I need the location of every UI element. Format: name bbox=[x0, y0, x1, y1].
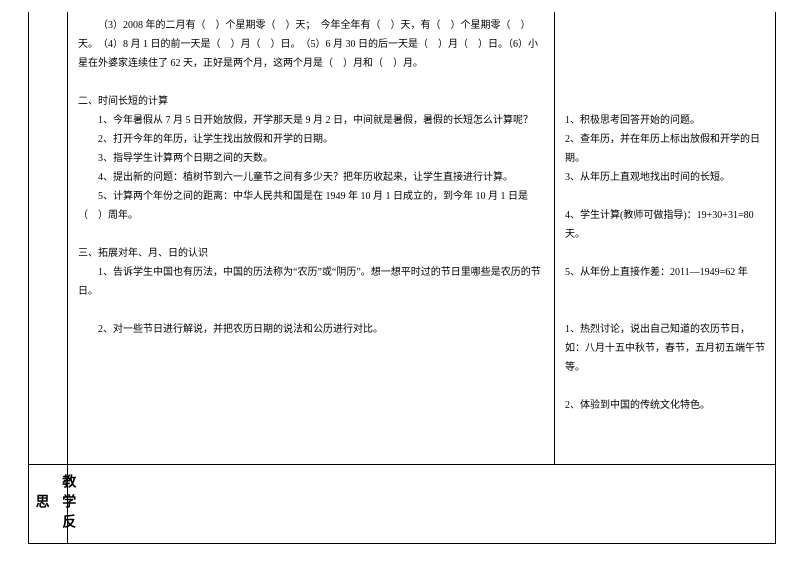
s3-1: 1、告诉学生中国也有历法，中国的历法称为“农历”或“阴历”。想一想平时过的节日里… bbox=[78, 263, 544, 301]
r5: 5、从年份上直接作差：2011—1949=62 年 bbox=[565, 263, 765, 282]
reflection-row: 教学反思 bbox=[29, 465, 776, 544]
s3-2: 2、对一些节日进行解说，并把农历日期的说法和公历进行对比。 bbox=[78, 320, 544, 339]
s2-4: 4、提出新的问题：植树节到六一儿童节之间有多少天？把年历收起来，让学生直接进行计… bbox=[78, 168, 544, 187]
content-row: （3）2008 年的二月有（ ）个星期零（ ）天； 今年全年有（ ）天，有（ ）… bbox=[29, 12, 776, 465]
blank-line bbox=[565, 282, 765, 301]
blank-line bbox=[565, 54, 765, 73]
r4: 4、学生计算(教师可做指导)：19+30+31=80 天。 bbox=[565, 206, 765, 244]
side-label-cell-top bbox=[29, 12, 68, 465]
r2: 2、查年历，并在年历上标出放假和开学的日期。 bbox=[565, 130, 765, 168]
blank-line bbox=[78, 225, 544, 244]
s2-5: 5、计算两个年份之间的距离：中华人民共和国是在 1949 年 10 月 1 日成… bbox=[78, 187, 544, 225]
blank-line bbox=[565, 92, 765, 111]
blank-line bbox=[565, 301, 765, 320]
blank-line bbox=[565, 35, 765, 54]
main-content: （3）2008 年的二月有（ ）个星期零（ ）天； 今年全年有（ ）天，有（ ）… bbox=[68, 12, 554, 343]
blank-line bbox=[565, 73, 765, 92]
blank-line bbox=[565, 377, 765, 396]
right-content-cell: 1、积极思考回答开始的问题。 2、查年历，并在年历上标出放假和开学的日期。 3、… bbox=[555, 12, 776, 465]
blank-line bbox=[565, 244, 765, 263]
r1: 1、积极思考回答开始的问题。 bbox=[565, 111, 765, 130]
r6: 1、热烈讨论，说出自己知道的农历节日，如：八月十五中秋节，春节，五月初五端午节等… bbox=[565, 320, 765, 377]
s2-2: 2、打开今年的年历，让学生找出放假和开学的日期。 bbox=[78, 130, 544, 149]
section-3-heading: 三、拓展对年、月、日的认识 bbox=[78, 244, 544, 263]
r7: 2、体验到中国的传统文化特色。 bbox=[565, 396, 765, 415]
section-2-heading: 二、时间长短的计算 bbox=[78, 92, 544, 111]
blank-line bbox=[565, 16, 765, 35]
s2-3: 3、指导学生计算两个日期之间的天数。 bbox=[78, 149, 544, 168]
s2-1: 1、今年暑假从 7 月 5 日开始放假，开学那天是 9 月 2 日，中间就是暑假… bbox=[78, 111, 544, 130]
fill-blank-p: （3）2008 年的二月有（ ）个星期零（ ）天； 今年全年有（ ）天，有（ ）… bbox=[78, 16, 544, 73]
right-content: 1、积极思考回答开始的问题。 2、查年历，并在年历上标出放假和开学的日期。 3、… bbox=[555, 12, 775, 419]
blank-line bbox=[78, 73, 544, 92]
reflection-label-cell: 教学反思 bbox=[29, 465, 68, 544]
blank-line bbox=[565, 187, 765, 206]
main-content-cell: （3）2008 年的二月有（ ）个星期零（ ）天； 今年全年有（ ）天，有（ ）… bbox=[68, 12, 555, 465]
lesson-plan-table: （3）2008 年的二月有（ ）个星期零（ ）天； 今年全年有（ ）天，有（ ）… bbox=[28, 12, 776, 544]
page: （3）2008 年的二月有（ ）个星期零（ ）天； 今年全年有（ ）天，有（ ）… bbox=[0, 0, 800, 566]
reflection-label: 教学反思 bbox=[29, 465, 82, 543]
blank-line bbox=[78, 301, 544, 320]
r3: 3、从年历上直观地找出时间的长短。 bbox=[565, 168, 765, 187]
reflection-content-cell bbox=[68, 465, 776, 544]
